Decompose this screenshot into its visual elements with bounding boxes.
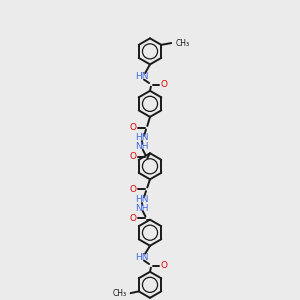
Text: O: O [130,214,137,223]
Text: CH₃: CH₃ [175,38,189,47]
Text: HN: HN [135,72,148,81]
Text: HN: HN [135,195,148,204]
Text: O: O [160,261,167,270]
Text: CH₃: CH₃ [112,289,127,298]
Text: O: O [130,185,137,194]
Text: HN: HN [135,253,148,262]
Text: O: O [130,152,137,161]
Text: NH: NH [135,204,148,213]
Text: O: O [130,123,137,132]
Text: O: O [160,80,167,89]
Text: HN: HN [135,134,148,142]
Text: NH: NH [135,142,148,152]
